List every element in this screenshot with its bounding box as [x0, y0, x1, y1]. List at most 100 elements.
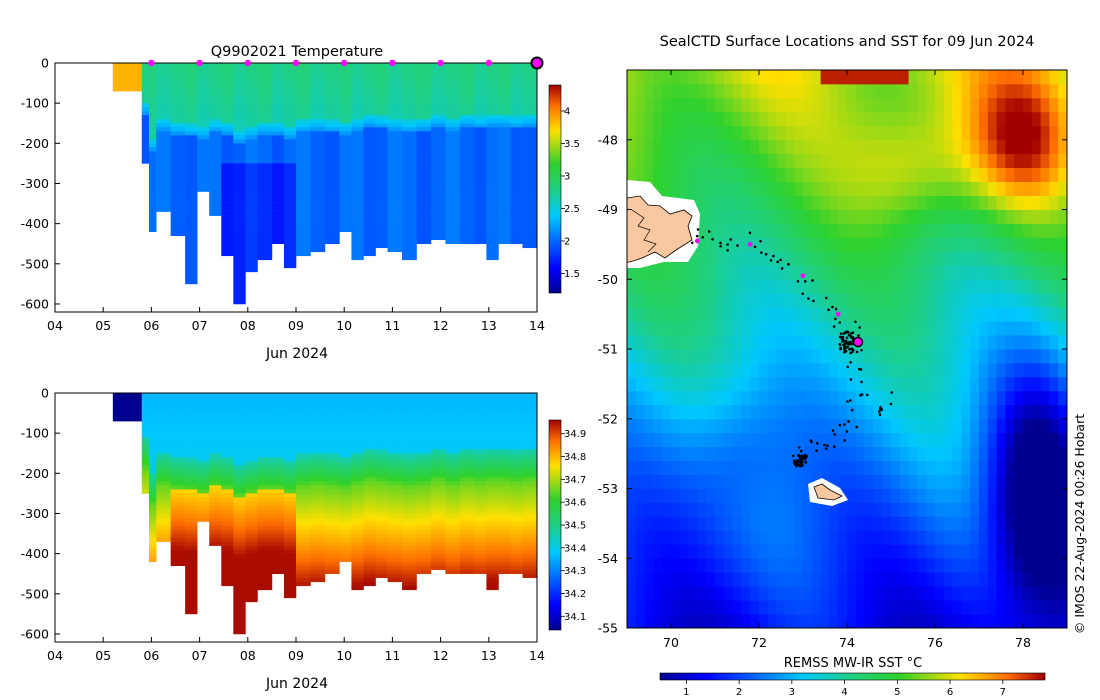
profile-cell: [430, 151, 446, 156]
sst-cell: [697, 70, 707, 85]
profile-cell: [257, 509, 273, 514]
profile-cell: [486, 573, 499, 579]
profile-cell: [245, 461, 258, 466]
sst-cell: [820, 153, 830, 169]
profile-cell: [296, 99, 311, 104]
profile-cell: [498, 151, 511, 156]
profile-cell: [245, 107, 258, 112]
sst-cell: [671, 97, 681, 113]
profile-cell: [324, 167, 340, 172]
sst-cell: [873, 502, 883, 517]
sst-cell: [723, 432, 733, 448]
profile-cell: [474, 235, 487, 241]
profile-cell: [283, 75, 297, 80]
profile-cell: [522, 449, 537, 454]
sst-cell: [662, 418, 672, 434]
kerguelen-island: [627, 195, 693, 263]
sst-cell: [767, 111, 777, 127]
sst-cell: [1058, 307, 1067, 322]
profile-cell: [402, 429, 417, 434]
profile-cell: [283, 119, 297, 124]
profile-cell: [271, 235, 285, 241]
profile-cell: [221, 195, 234, 200]
sst-cell: [627, 488, 637, 503]
sst-cell: [996, 600, 1006, 615]
profile-cell: [141, 115, 150, 120]
profile-cell: [141, 457, 150, 462]
sst-cell: [688, 251, 698, 266]
sst-cell: [979, 600, 989, 615]
profile-cell: [363, 581, 376, 587]
profile-cell: [402, 457, 417, 462]
sst-cell: [644, 307, 654, 322]
sst-cell: [653, 279, 663, 294]
profile-cell: [445, 171, 461, 176]
sst-cell: [917, 265, 927, 280]
sst-cell: [979, 251, 989, 266]
profile-cell: [271, 135, 285, 140]
sst-cell: [741, 111, 751, 127]
sst-cell: [996, 390, 1006, 406]
profile-cell: [245, 167, 258, 172]
sst-cell: [935, 265, 945, 280]
profile-cell: [221, 211, 234, 216]
profile-cell: [233, 215, 246, 220]
sst-cell: [1031, 307, 1041, 322]
profile-cell: [416, 497, 432, 502]
profile-cell: [148, 493, 157, 498]
sst-cell: [627, 404, 637, 420]
profile-cell: [283, 453, 297, 458]
sst-cell: [891, 432, 901, 448]
profile-cell: [363, 119, 376, 124]
profile-cell: [148, 417, 157, 422]
profile-cell: [416, 461, 432, 466]
profile-cell: [296, 549, 311, 554]
sst-cell: [1005, 265, 1015, 280]
profile-cell: [402, 585, 417, 591]
profile-cell: [324, 63, 340, 68]
sst-cell: [1031, 83, 1041, 99]
sst-cell: [926, 265, 936, 280]
sst-cell: [864, 97, 874, 113]
sst-cell: [767, 390, 777, 406]
profile-cell: [271, 397, 285, 402]
sst-cell: [891, 349, 901, 364]
sst-cell: [987, 349, 997, 364]
sst-cell: [970, 376, 980, 392]
profile-cell: [459, 525, 475, 530]
profile-cell: [375, 433, 388, 438]
sst-cell: [1031, 181, 1041, 196]
sst-cell: [715, 544, 725, 559]
profile-cell: [510, 211, 523, 216]
profile-cell: [197, 63, 210, 68]
profile-cell: [271, 501, 285, 506]
profile-cell: [387, 235, 403, 241]
profile-cell: [474, 91, 487, 96]
sst-cell: [917, 572, 927, 587]
profile-cell: [221, 449, 234, 454]
profile-cell: [430, 565, 446, 571]
sst-cell: [679, 97, 689, 113]
sst-cell: [891, 321, 901, 336]
sst-cell: [935, 572, 945, 587]
sst-cell: [829, 460, 839, 475]
track-dot: [796, 279, 800, 283]
profile-cell: [402, 107, 417, 112]
sst-cell: [1023, 83, 1033, 99]
profile-cell: [324, 493, 340, 498]
profile-cell: [486, 91, 499, 96]
sst-cell: [935, 349, 945, 364]
sst-cell: [1031, 474, 1041, 489]
sst-cell: [671, 474, 681, 489]
sst-cell: [697, 181, 707, 196]
profile-cell: [233, 187, 246, 192]
sst-cell: [882, 139, 892, 155]
profile-cell: [221, 413, 234, 418]
sst-cell: [891, 125, 901, 141]
profile-cell: [324, 155, 340, 160]
profile-cell: [522, 557, 537, 562]
profile-cell: [430, 473, 446, 478]
sst-cell: [864, 139, 874, 155]
sst-cell: [838, 614, 848, 628]
profile-cell: [271, 155, 285, 160]
